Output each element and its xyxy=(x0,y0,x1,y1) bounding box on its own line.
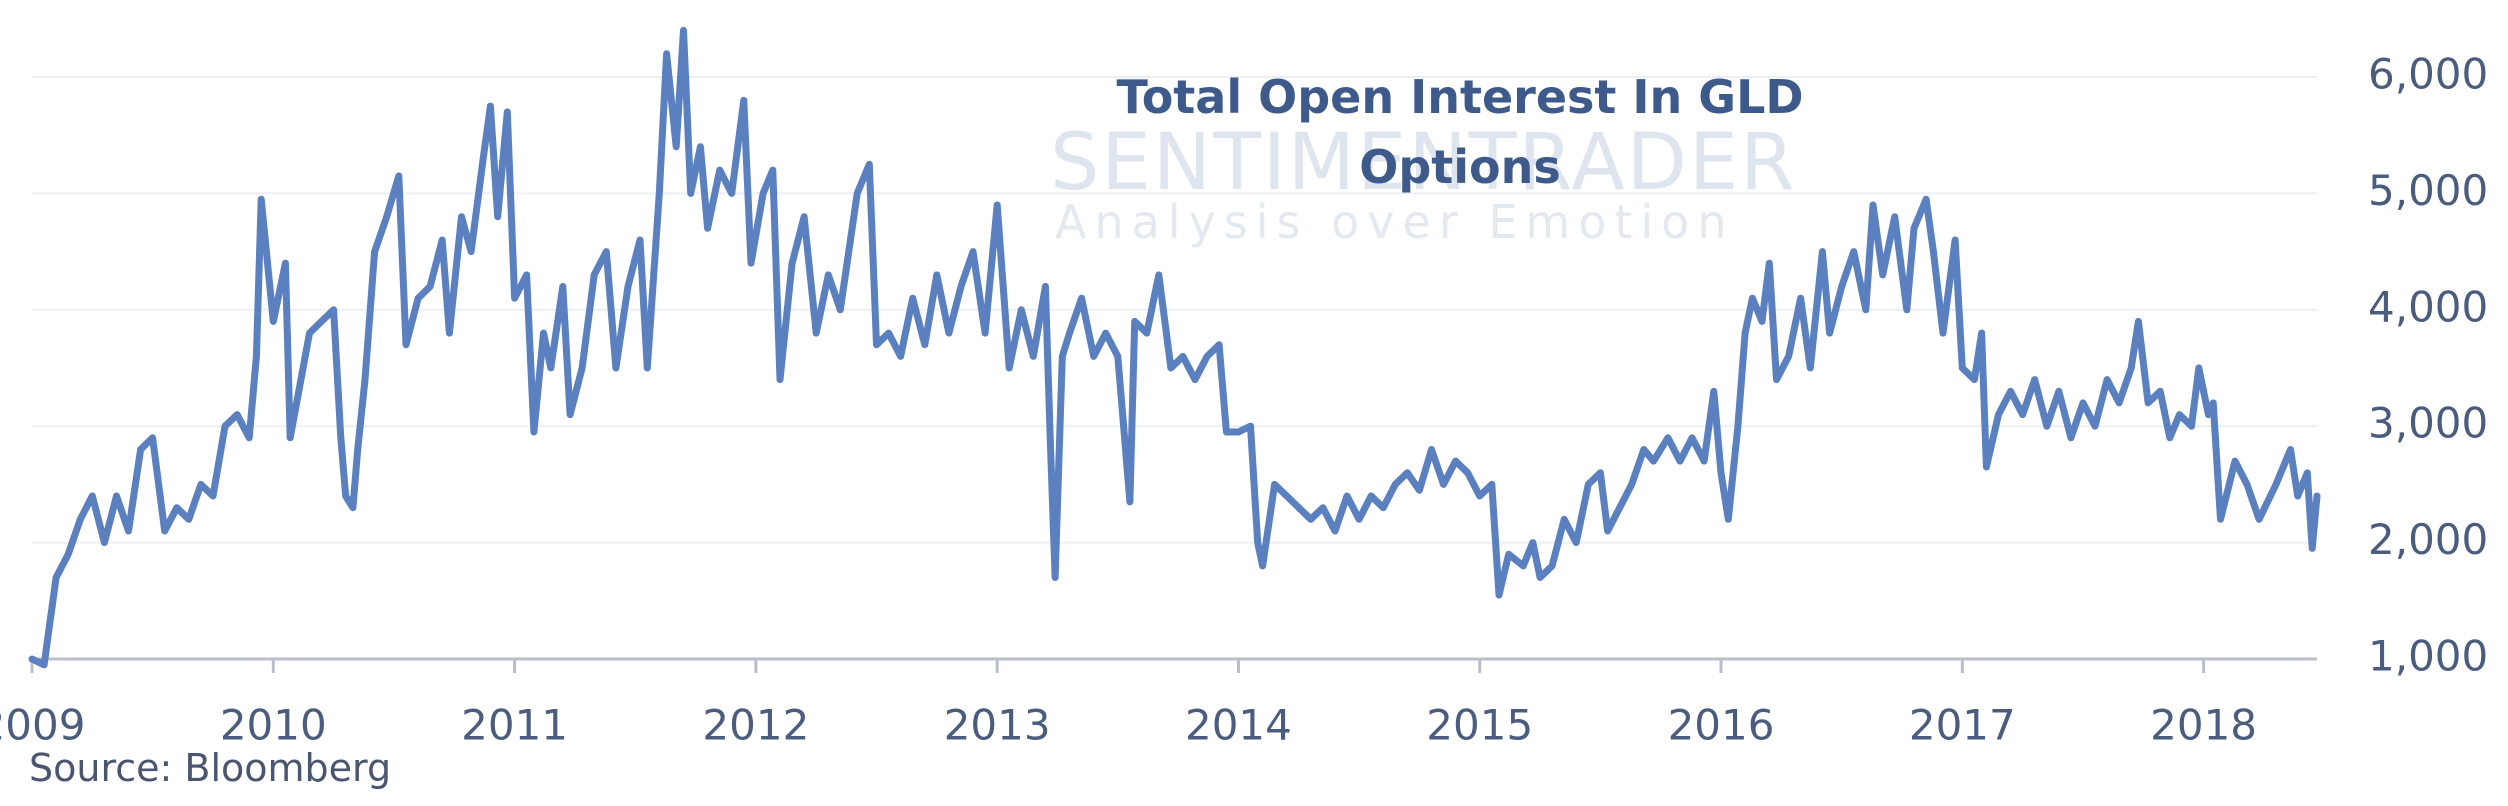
y-tick-label: 5,000 xyxy=(2368,166,2488,215)
x-tick-label: 2009 xyxy=(0,701,85,750)
watermark: SENTIMENTRADER xyxy=(1050,118,1797,208)
x-tick-label: 2011 xyxy=(461,701,568,750)
y-tick-label: 2,000 xyxy=(2368,515,2488,564)
data-line xyxy=(28,26,2321,669)
y-tick-label: 3,000 xyxy=(2368,399,2488,448)
y-tick-label: 4,000 xyxy=(2368,282,2488,331)
x-tick-label: 2015 xyxy=(1426,701,1533,750)
chart-title: Total Open Interest In GLD Options xyxy=(1116,70,1804,194)
watermark-subtitle: Analysis over Emotion xyxy=(1055,195,1735,249)
x-tick-label: 2014 xyxy=(1185,701,1292,750)
x-tick-label: 2016 xyxy=(1668,701,1775,750)
x-tick-label: 2010 xyxy=(220,701,327,750)
x-tick-label: 2013 xyxy=(944,701,1051,750)
y-tick-label: 1,000 xyxy=(2368,632,2488,681)
x-tick-label: 2018 xyxy=(2150,701,2257,750)
source-note: Source: Bloomberg xyxy=(29,746,392,790)
x-tick-label: 2012 xyxy=(702,701,809,750)
y-tick-label: 6,000 xyxy=(2368,50,2488,99)
x-tick-label: 2017 xyxy=(1909,701,2016,750)
